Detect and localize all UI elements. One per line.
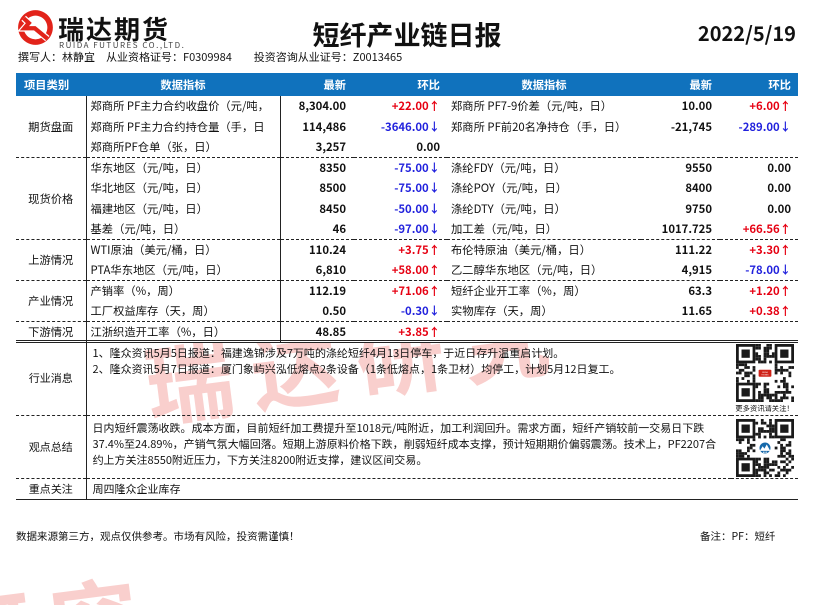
svg-text:瑞达研究: 瑞达研究 bbox=[0, 546, 164, 605]
svg-text:AGS: AGS bbox=[762, 450, 767, 453]
svg-text:RUIDA: RUIDA bbox=[762, 371, 768, 374]
